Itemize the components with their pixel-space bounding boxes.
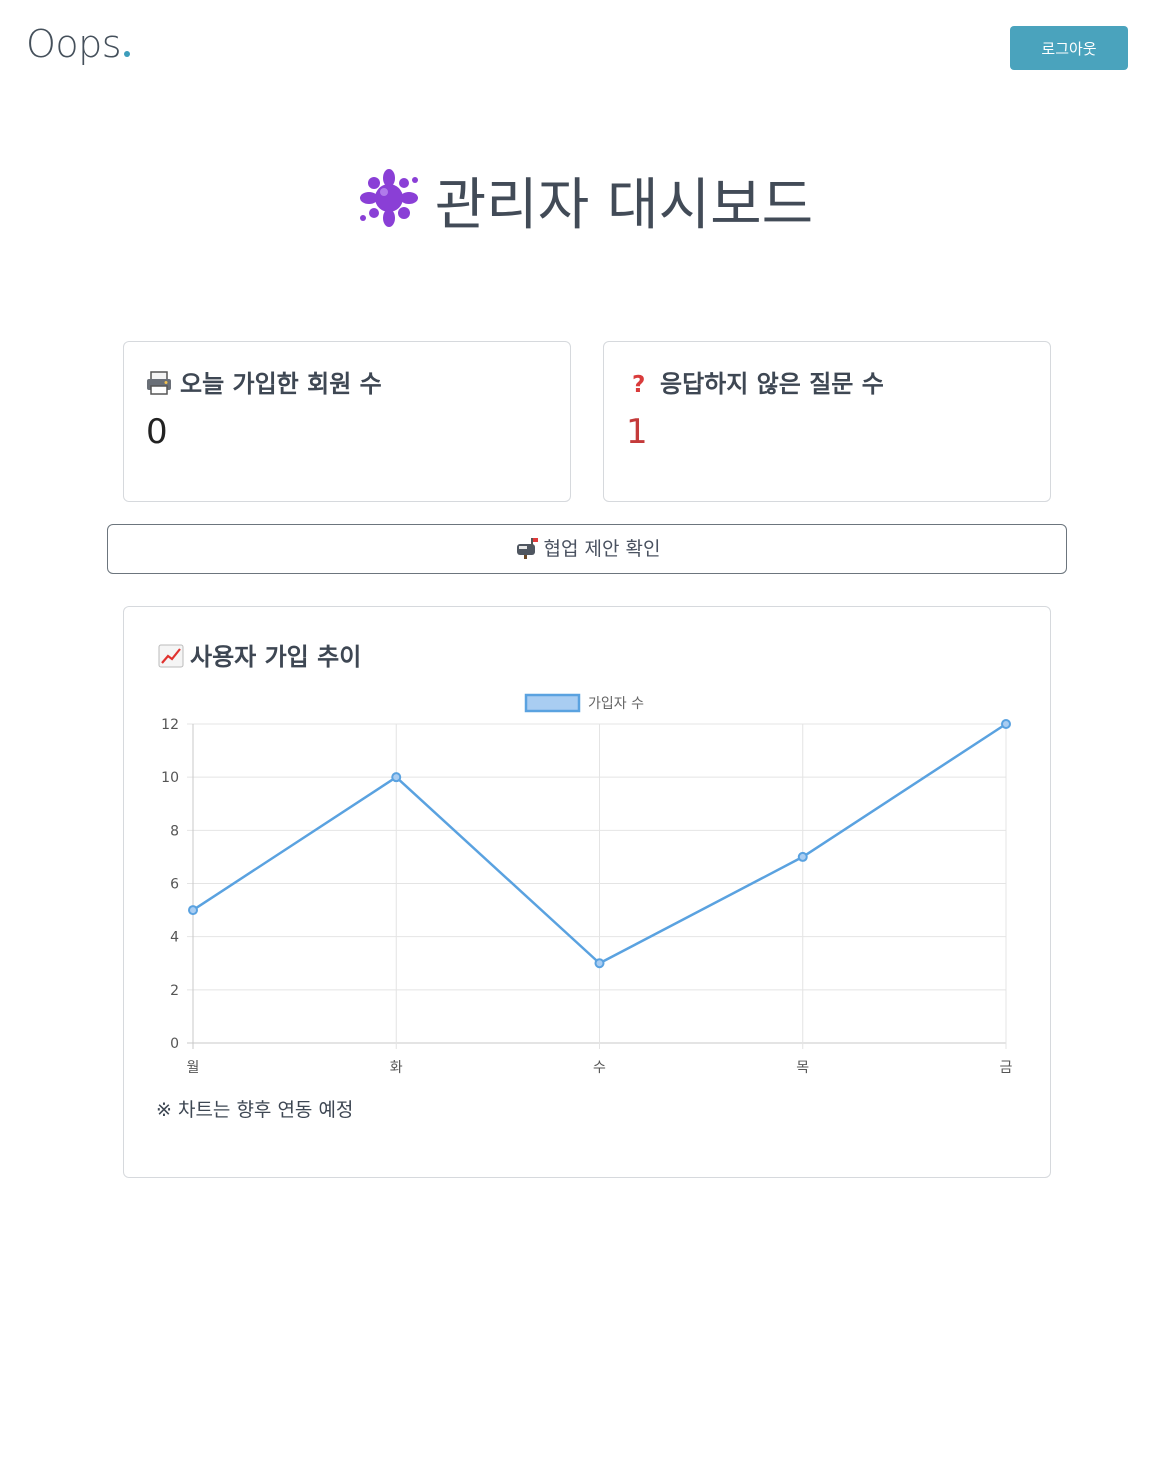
x-tick-label: 월 — [187, 1060, 200, 1076]
x-tick-label: 화 — [390, 1060, 403, 1076]
logout-button[interactable]: 로그아웃 — [1010, 26, 1128, 70]
question-mark-icon: ? — [626, 371, 654, 401]
mailbox-icon — [514, 537, 540, 564]
signup-trend-card: 사용자 가입 추이 0 2 4 6 8 10 12 월 화 수 목 금 가입자 수 ※ 차트는 향후 연… — [123, 606, 1051, 1178]
collab-proposals-label: 협업 제안 확인 — [543, 538, 661, 560]
stat-value-unanswered-questions: 1 — [626, 412, 648, 452]
chart-heading-text: 사용자 가입 추이 — [190, 643, 362, 671]
chart-increasing-icon — [158, 644, 186, 674]
data-point — [391, 772, 402, 783]
stat-title-unanswered-questions: ? 응답하지 않은 질문 수 — [626, 364, 884, 401]
stat-value-new-members: 0 — [146, 412, 168, 452]
stat-title-new-members: 오늘 가입한 회원 수 — [146, 364, 382, 401]
stat-label-unanswered-questions: 응답하지 않은 질문 수 — [660, 370, 884, 398]
legend-swatch — [524, 693, 581, 713]
signup-line-chart: 0 2 4 6 8 10 12 월 화 수 목 금 가입자 수 — [161, 693, 1013, 1076]
chart-heading: 사용자 가입 추이 — [158, 637, 361, 674]
y-tick-label: 10 — [161, 770, 179, 786]
stat-card-new-members: 오늘 가입한 회원 수 0 — [123, 341, 571, 502]
data-point — [188, 905, 198, 916]
x-tick-label: 목 — [796, 1060, 809, 1076]
y-tick-label: 6 — [170, 877, 179, 893]
data-point — [797, 851, 808, 862]
page-title-text: 관리자 대시보드 — [434, 173, 814, 238]
y-tick-label: 8 — [170, 823, 179, 839]
page-title: 관리자 대시보드 — [0, 160, 1170, 241]
brand-logo[interactable]: Oops — [26, 22, 131, 66]
brand-name: Oops — [26, 22, 122, 66]
collab-proposals-button[interactable]: 협업 제안 확인 — [107, 524, 1067, 574]
svg-text:?: ? — [632, 372, 645, 395]
legend-label: 가입자 수 — [588, 696, 644, 712]
stat-card-unanswered-questions: ? 응답하지 않은 질문 수 1 — [603, 341, 1051, 502]
printer-icon — [146, 371, 174, 401]
stat-label-new-members: 오늘 가입한 회원 수 — [180, 370, 382, 398]
chart-note: ※ 차트는 향후 연동 예정 — [156, 1099, 354, 1121]
y-tick-label: 0 — [170, 1036, 179, 1052]
data-point — [594, 958, 605, 969]
x-tick-label: 수 — [593, 1060, 606, 1076]
y-tick-label: 12 — [161, 717, 179, 733]
y-tick-label: 4 — [170, 930, 179, 946]
brand-dot — [124, 51, 131, 57]
splash-icon — [357, 166, 421, 230]
data-point — [1001, 719, 1011, 729]
x-tick-label: 금 — [1000, 1060, 1013, 1076]
y-tick-label: 2 — [170, 983, 179, 999]
